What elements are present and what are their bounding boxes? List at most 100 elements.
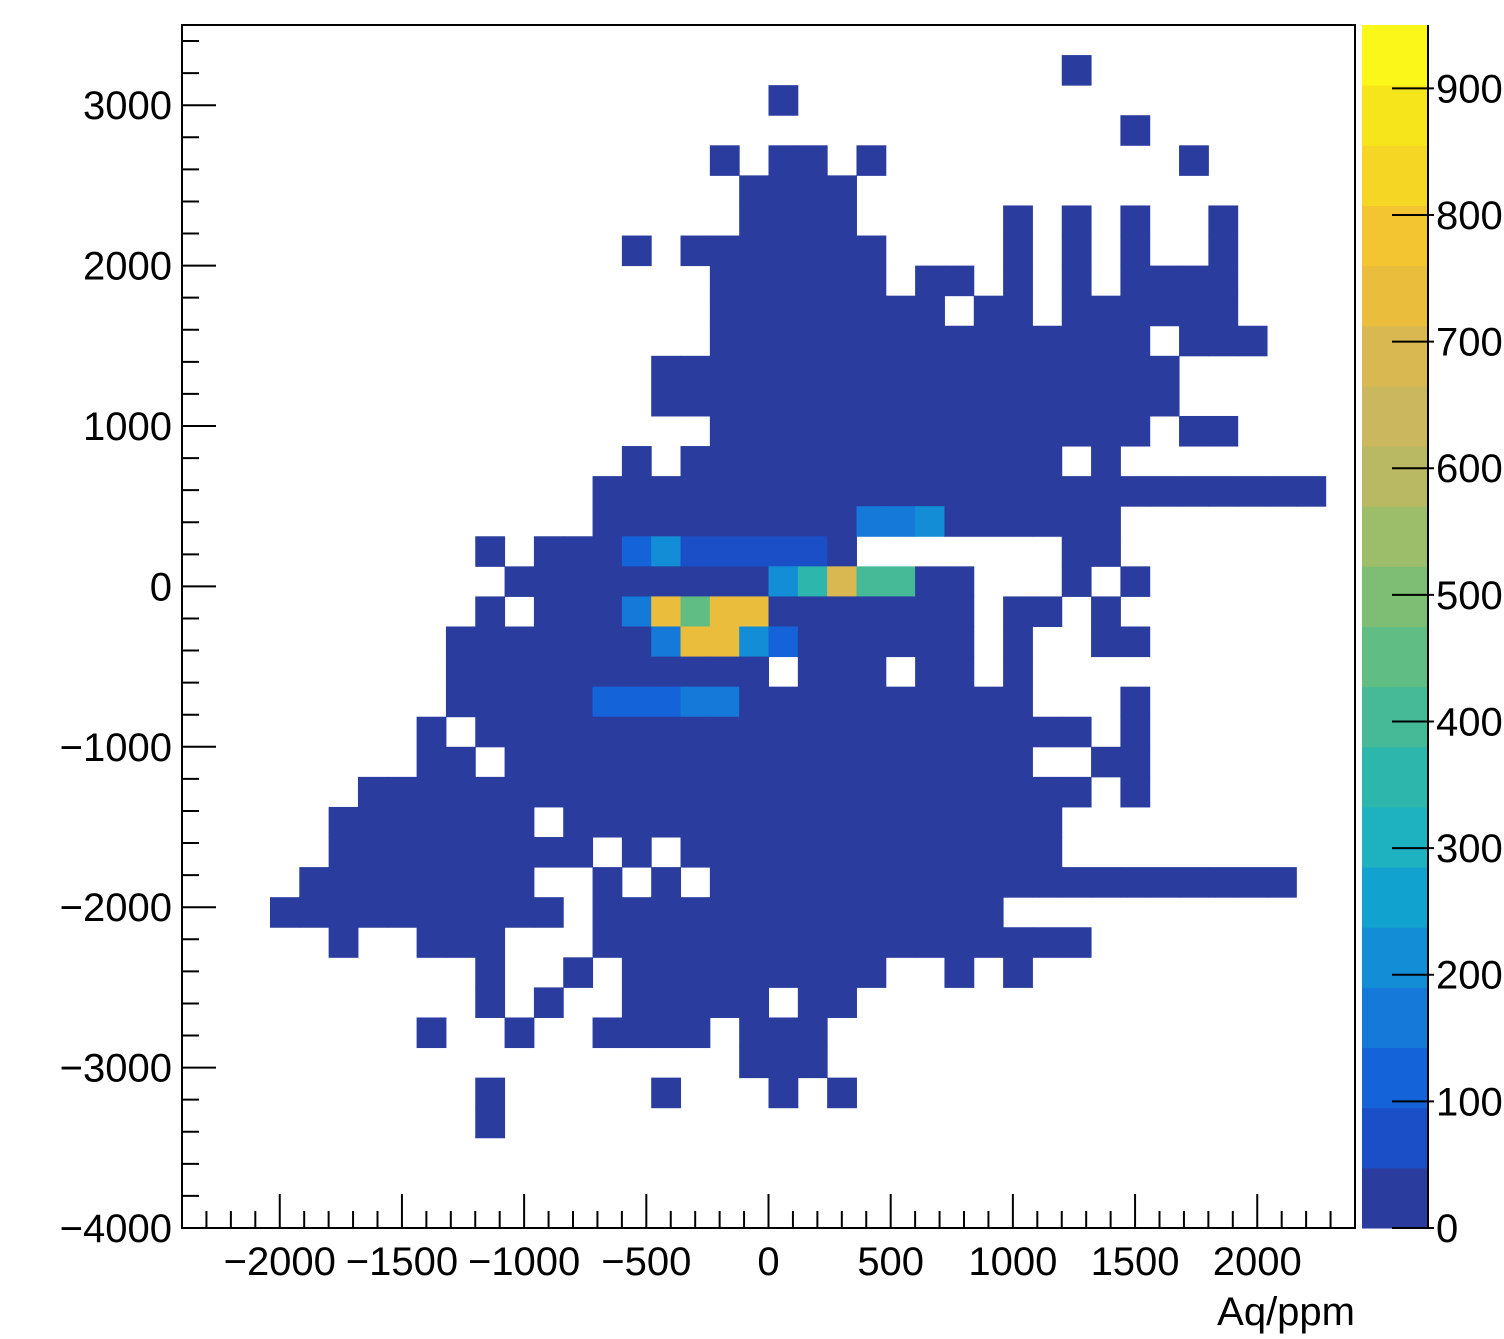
- heatmap-cell: [856, 776, 887, 808]
- heatmap-cell: [621, 596, 652, 627]
- heatmap-cell: [328, 806, 359, 838]
- heatmap-cell: [885, 446, 916, 477]
- heatmap-cell: [1091, 506, 1121, 537]
- heatmap-cell: [1091, 325, 1121, 357]
- heatmap-cell: [768, 596, 799, 627]
- heatmap-cell: [856, 626, 887, 658]
- heatmap-cell: [1003, 957, 1033, 988]
- heatmap-cell: [739, 806, 769, 838]
- heatmap-cell: [475, 1077, 506, 1109]
- colorbar-tick-label: 400: [1436, 700, 1503, 744]
- heatmap-cell: [416, 927, 447, 958]
- heatmap-cell: [915, 897, 945, 928]
- heatmap-cell: [797, 235, 828, 267]
- heatmap-cell: [533, 837, 564, 868]
- heatmap-cell: [592, 1017, 623, 1049]
- x-tick-label: −1000: [468, 1240, 580, 1284]
- colorbar-segment: [1362, 506, 1428, 567]
- heatmap-cell: [768, 536, 799, 567]
- heatmap-cell: [856, 476, 887, 507]
- heatmap-cell: [592, 776, 623, 808]
- heatmap-cell: [680, 987, 711, 1018]
- heatmap-cell: [827, 205, 857, 237]
- heatmap-cell: [592, 566, 623, 597]
- heatmap-cell: [475, 987, 506, 1018]
- heatmap-cell: [1032, 927, 1063, 958]
- heatmap-cell: [739, 536, 769, 567]
- heatmap-cell: [651, 867, 682, 898]
- heatmap-cell: [856, 446, 887, 477]
- heatmap-cell: [651, 626, 682, 658]
- heatmap-cell: [1003, 596, 1033, 627]
- heatmap-cell: [915, 355, 945, 387]
- heatmap-cell: [856, 566, 887, 597]
- heatmap-cell: [1003, 205, 1033, 237]
- x-tick-label: −2000: [224, 1240, 336, 1284]
- heatmap-cell: [1003, 265, 1033, 297]
- heatmap-cell: [1003, 415, 1033, 447]
- heatmap-cell: [856, 415, 887, 447]
- heatmap-cell: [768, 626, 799, 658]
- heatmap-cell: [856, 385, 887, 417]
- heatmap-cell: [827, 716, 857, 748]
- heatmap-cell: [475, 716, 506, 748]
- heatmap-cell: [328, 897, 359, 928]
- heatmap-cell: [504, 1017, 535, 1049]
- heatmap-cell: [797, 415, 828, 447]
- heatmap-cell: [680, 656, 711, 688]
- heatmap-cell: [797, 145, 828, 176]
- heatmap-cell: [709, 265, 740, 297]
- x-tick-label: 500: [857, 1240, 924, 1284]
- heatmap-cell: [1267, 867, 1297, 898]
- colorbar-tick-label: 300: [1436, 827, 1503, 871]
- heatmap-cell: [973, 325, 1004, 357]
- y-tick-label: 0: [150, 565, 172, 609]
- heatmap-cell: [827, 536, 857, 567]
- heatmap-cell: [827, 746, 857, 778]
- heatmap-cell: [1003, 235, 1033, 267]
- heatmap-cell: [739, 596, 769, 627]
- heatmap-cell: [973, 746, 1004, 778]
- heatmap-cell: [973, 837, 1004, 868]
- heatmap-cell: [592, 536, 623, 567]
- heatmap-cell: [944, 476, 975, 507]
- heatmap-cell: [1003, 295, 1033, 327]
- heatmap-cell: [768, 867, 799, 898]
- heatmap-cell: [827, 235, 857, 267]
- heatmap-cell: [533, 686, 564, 718]
- heatmap-cell: [709, 506, 740, 537]
- heatmap-cell: [1091, 355, 1121, 387]
- colorbar-tick-label: 900: [1436, 67, 1503, 111]
- heatmap-cell: [269, 897, 300, 928]
- heatmap-cell: [797, 1017, 828, 1049]
- heatmap-cell: [915, 506, 945, 537]
- heatmap-cell: [739, 506, 769, 537]
- heatmap-cell: [416, 776, 447, 808]
- heatmap-cell: [1120, 265, 1151, 297]
- heatmap-cell: [1061, 385, 1092, 417]
- heatmap-cell: [1032, 355, 1063, 387]
- heatmap-cell: [592, 867, 623, 898]
- heatmap-cell: [299, 897, 330, 928]
- heatmap-cell: [1003, 355, 1033, 387]
- heatmap-cell: [768, 716, 799, 748]
- heatmap-cell: [797, 476, 828, 507]
- heatmap-cell: [651, 686, 682, 718]
- heatmap-cell: [944, 355, 975, 387]
- heatmap-cell: [885, 626, 916, 658]
- heatmap-cell: [915, 656, 945, 688]
- heatmap-cell: [445, 927, 476, 958]
- heatmap-cell: [1003, 746, 1033, 778]
- heatmap-cell: [1003, 806, 1033, 838]
- heatmap-cell: [416, 746, 447, 778]
- heatmap-cell: [621, 716, 652, 748]
- heatmap-cell: [1120, 686, 1151, 718]
- heatmap-cell: [856, 295, 887, 327]
- heatmap-cell: [944, 927, 975, 958]
- heatmap-cell: [973, 385, 1004, 417]
- heatmap-cell: [768, 1077, 799, 1109]
- heatmap-cell: [475, 927, 506, 958]
- heatmap-cell: [973, 295, 1004, 327]
- heatmap-cell: [1061, 716, 1092, 748]
- heatmap-cell: [504, 776, 535, 808]
